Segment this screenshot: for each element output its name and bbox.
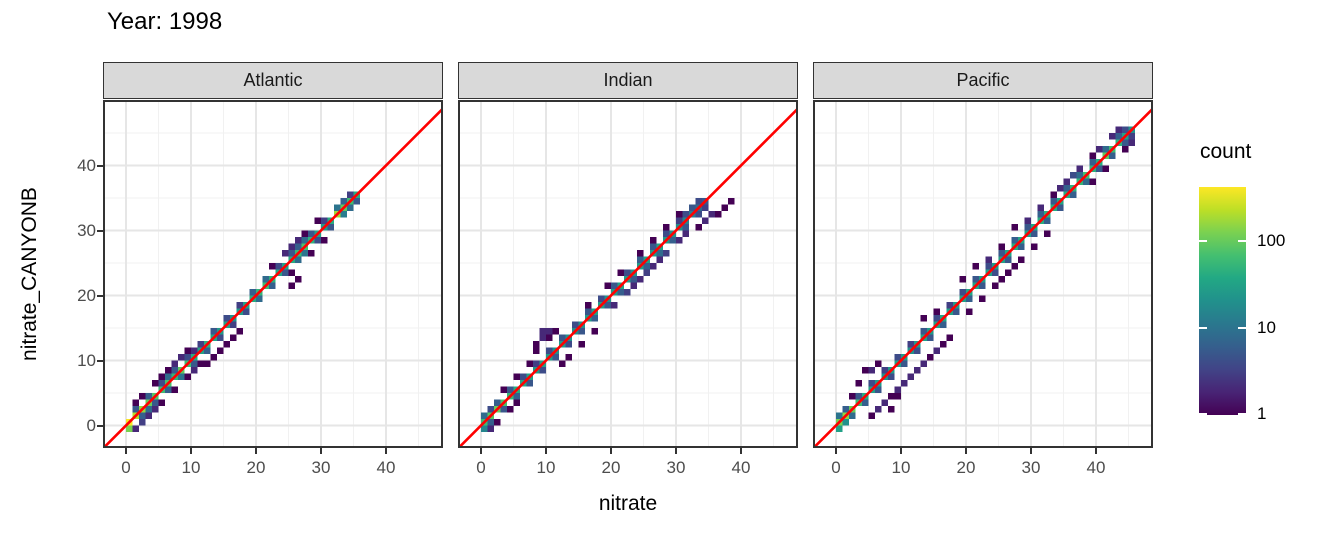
- x-tick-mark: [1095, 448, 1097, 454]
- plot-title: Year: 1998: [107, 8, 223, 35]
- x-tick-mark: [900, 448, 902, 454]
- y-tick-mark: [97, 424, 103, 427]
- legend-tick-label: 100: [1257, 230, 1286, 250]
- legend-tick-mark: [1199, 413, 1207, 415]
- x-tick-label: 20: [956, 458, 976, 477]
- y-tick-mark: [97, 294, 103, 297]
- y-tick-label: 20: [77, 285, 96, 305]
- facet-strip-pacific: Pacific: [813, 62, 1153, 99]
- x-tick-label: 30: [1021, 458, 1041, 477]
- x-tick-label: 30: [666, 458, 686, 477]
- x-tick-label: 0: [121, 458, 131, 477]
- y-tick-label: 0: [86, 415, 96, 435]
- panel-atlantic: [103, 100, 443, 448]
- x-tick-mark: [1030, 448, 1032, 454]
- x-tick-label: 40: [1086, 458, 1106, 477]
- x-tick-label: 40: [376, 458, 396, 477]
- y-tick-label: 30: [77, 220, 96, 240]
- facet-strip-atlantic: Atlantic: [103, 62, 443, 99]
- panel-canvas: [813, 100, 1153, 448]
- x-tick-mark: [835, 448, 837, 454]
- legend-tick-mark: [1238, 239, 1246, 242]
- legend-tick-mark: [1199, 239, 1207, 242]
- facet-strip-label: Atlantic: [243, 70, 303, 90]
- x-tick-label: 20: [601, 458, 621, 477]
- panel-canvas: [458, 100, 798, 448]
- y-tick-mark: [97, 164, 103, 167]
- x-tick-mark: [480, 448, 482, 454]
- x-tick-mark: [125, 448, 127, 454]
- x-tick-mark: [190, 448, 192, 454]
- x-tick-mark: [385, 448, 387, 454]
- legend-tick-mark: [1238, 413, 1246, 415]
- y-tick-label: 40: [77, 155, 96, 175]
- x-axis-title: nitrate: [598, 492, 658, 515]
- x-tick-mark: [740, 448, 742, 454]
- y-tick-mark: [97, 359, 103, 362]
- legend-tick-mark: [1238, 327, 1246, 330]
- x-tick-mark: [610, 448, 612, 454]
- panel-pacific: [813, 100, 1153, 448]
- x-tick-mark: [255, 448, 257, 454]
- x-tick-label: 0: [831, 458, 841, 477]
- facet-strip-indian: Indian: [458, 62, 798, 99]
- legend-title: count: [1200, 140, 1252, 163]
- x-tick-label: 30: [311, 458, 331, 477]
- legend-tick-mark: [1199, 327, 1207, 330]
- x-tick-mark: [320, 448, 322, 454]
- legend-colorbar: [1199, 187, 1246, 415]
- legend-tick-label: 1: [1257, 404, 1267, 423]
- x-tick-label: 0: [476, 458, 486, 477]
- y-tick-label: 10: [77, 350, 96, 370]
- x-tick-label: 10: [181, 458, 201, 477]
- x-tick-label: 10: [536, 458, 556, 477]
- x-tick-label: 10: [891, 458, 911, 477]
- legend-tick-label: 10: [1257, 318, 1276, 338]
- x-tick-label: 40: [731, 458, 751, 477]
- x-tick-mark: [965, 448, 967, 454]
- x-tick-mark: [545, 448, 547, 454]
- panel-canvas: [103, 100, 443, 448]
- x-tick-label: 20: [246, 458, 266, 477]
- facet-strip-label: Indian: [603, 70, 653, 90]
- panel-indian: [458, 100, 798, 448]
- y-tick-mark: [97, 229, 103, 232]
- facet-strip-label: Pacific: [956, 70, 1010, 90]
- x-tick-mark: [675, 448, 677, 454]
- y-axis-title: nitrate_CANYONB: [18, 187, 41, 361]
